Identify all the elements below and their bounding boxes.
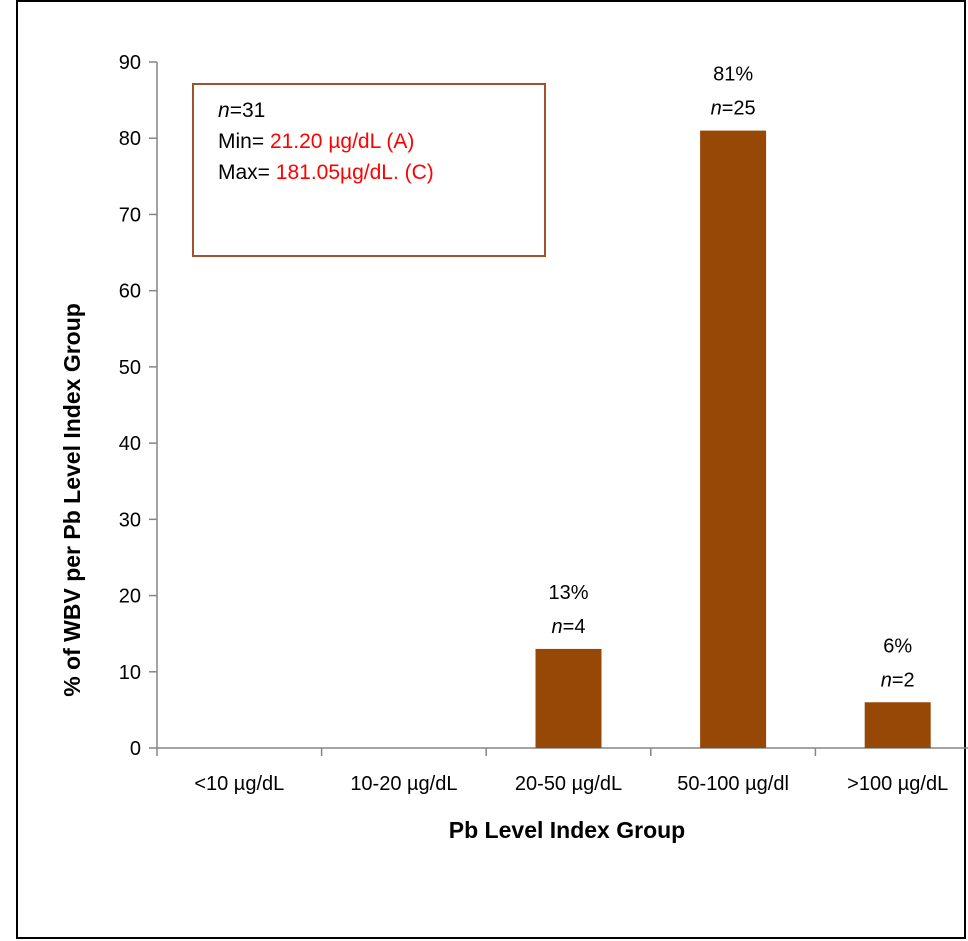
bar-percent-label: 81% xyxy=(713,64,753,86)
bar-count-label: n=25 xyxy=(711,98,756,120)
summary-max: Max= 181.05µg/dL. (C) xyxy=(218,161,434,184)
summary-min: Min= 21.20 µg/dL (A) xyxy=(218,130,415,153)
bar-count-label: n=4 xyxy=(552,616,586,638)
chart-frame xyxy=(16,0,966,939)
x-axis: <10 µg/dL 10-20 µg/dL 20-50 µg/dL 50-100 µg… xyxy=(156,747,968,795)
y-tick-label: 30 xyxy=(119,509,141,531)
bar-percent-label: 6% xyxy=(883,635,912,657)
y-tick-label: 70 xyxy=(119,204,141,226)
bars xyxy=(535,130,931,749)
y-axis: 0 10 20 30 40 50 60 70 80 90 xyxy=(119,52,158,760)
x-tick-label: 10-20 µg/dL xyxy=(350,773,457,795)
y-tick-label: 60 xyxy=(119,281,141,303)
y-tick-label: 40 xyxy=(119,433,141,455)
x-tick-label: >100 µg/dL xyxy=(847,773,948,795)
x-axis-title: Pb Level Index Group xyxy=(449,817,685,843)
summary-box: n=31 Min= 21.20 µg/dL (A) Max= 181.05µg/… xyxy=(192,83,546,257)
y-tick-label: 80 xyxy=(119,128,141,150)
y-tick-label: 0 xyxy=(130,738,141,760)
data-labels: 13% n=4 81% n=25 6% n=2 xyxy=(548,64,914,692)
bar-percent-label: 13% xyxy=(548,582,588,604)
y-tick-label: 50 xyxy=(119,357,141,379)
bar xyxy=(700,130,767,749)
x-tick-label: 20-50 µg/dL xyxy=(515,773,622,795)
y-tick-label: 10 xyxy=(119,662,141,684)
y-tick-label: 20 xyxy=(119,586,141,608)
bar xyxy=(535,648,602,748)
bar xyxy=(864,702,931,748)
y-axis-title: % of WBV per Pb Level Index Group xyxy=(59,303,85,697)
x-tick-label: 50-100 µg/dl xyxy=(677,773,789,795)
summary-count: n=31 xyxy=(218,99,266,122)
bar-count-label: n=2 xyxy=(881,669,915,691)
y-tick-label: 90 xyxy=(119,52,141,74)
x-tick-label: <10 µg/dL xyxy=(194,773,284,795)
